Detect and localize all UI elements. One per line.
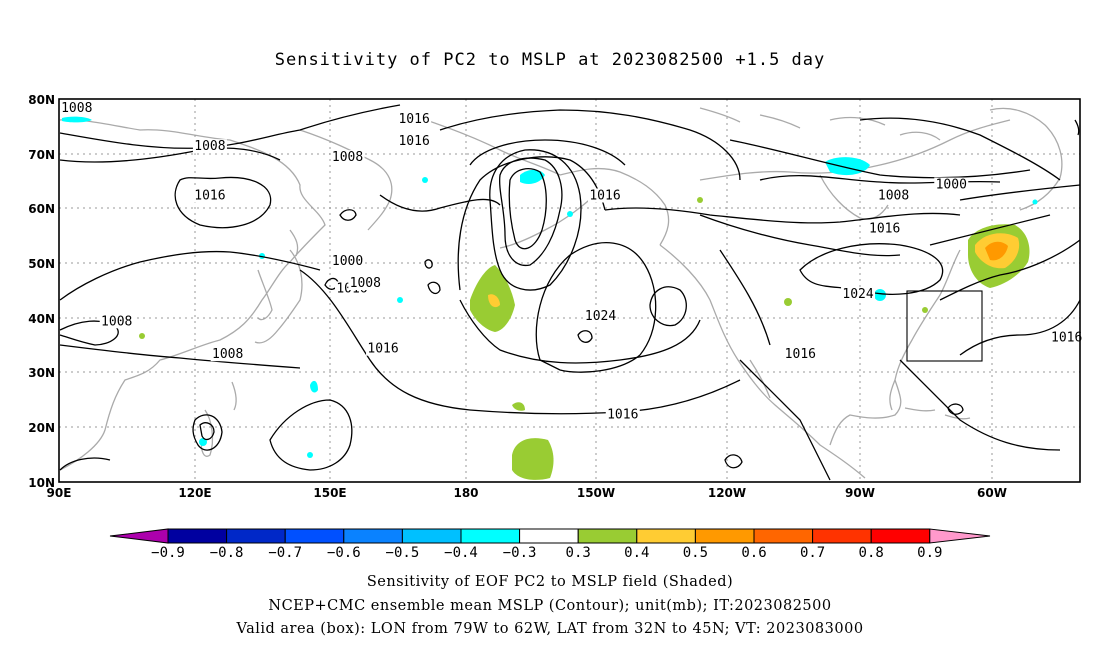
contour-label-bg [210, 347, 245, 362]
contour-label-bg [99, 314, 134, 329]
contour-label: 1008 [350, 276, 381, 291]
colorbar-swatch [636, 528, 696, 544]
lat-axis-labels: 80N 70N 60N 50N 40N 30N 20N 10N [28, 93, 55, 490]
colorbar-label: −0.3 [503, 545, 537, 561]
contour-label: 1000 [936, 178, 967, 193]
contour-label: 1016 [367, 342, 398, 357]
contour-label: 1008 [61, 101, 92, 116]
lon-label: 90W [845, 486, 875, 500]
contour-label-bg [192, 139, 227, 154]
lat-label: 60N [28, 202, 55, 216]
colorbar: −0.9 −0.8 −0.7 −0.6 −0.5 −0.4 −0.3 0.3 0.4 0.5 0.6… [109, 528, 991, 561]
contour-label: 1016 [869, 221, 900, 236]
contour-label-bg [397, 133, 432, 148]
colorbar-label: −0.5 [386, 545, 420, 561]
contour-label: 1016 [1051, 331, 1082, 346]
contour-label-bg [841, 286, 876, 301]
contour-label-bg [330, 254, 365, 269]
colorbar-label: 0.7 [800, 545, 825, 561]
colorbar-over-triangle [929, 528, 991, 544]
colorbar-swatch [812, 528, 872, 544]
colorbar-label: 0.3 [566, 545, 591, 561]
lat-label: 10N [28, 476, 55, 490]
lon-label: 120E [178, 486, 211, 500]
contour-label-bg [876, 188, 911, 203]
map-title: Sensitivity of PC2 to MSLP at 2023082500… [274, 50, 826, 70]
colorbar-swatch [167, 528, 228, 544]
colorbar-swatch [401, 528, 462, 544]
colorbar-swatch [694, 528, 755, 544]
contour-label-bg [867, 221, 902, 236]
lat-label: 20N [28, 421, 55, 435]
contour-label: 1008 [878, 188, 909, 203]
contour-label: 1016 [398, 112, 429, 127]
contour-label: 1008 [101, 314, 132, 329]
footer-line-2: NCEP+CMC ensemble mean MSLP (Contour); u… [268, 598, 832, 614]
colorbar-swatch [284, 528, 345, 544]
lat-label: 70N [28, 148, 55, 162]
lat-label: 30N [28, 366, 55, 380]
contour-label-bg [588, 188, 623, 203]
contour-label: 1016 [785, 347, 816, 362]
contour-label-bg [605, 407, 640, 422]
lon-axis-labels: 90E 120E 150E 180 150W 120W 90W 60W [47, 486, 1007, 500]
colorbar-label: 0.4 [624, 545, 649, 561]
contour-label: 1008 [332, 150, 363, 165]
colorbar-swatch [870, 528, 931, 544]
contour-label: 1008 [194, 139, 225, 154]
colorbar-under-triangle [109, 528, 169, 544]
contour-label-bg [934, 177, 969, 192]
colorbar-swatch [519, 528, 579, 544]
colorbar-label: −0.4 [444, 545, 478, 561]
lat-label: 40N [28, 312, 55, 326]
contour-label-bg [583, 308, 618, 323]
valid-area-box [906, 290, 983, 362]
lat-label: 50N [28, 257, 55, 271]
contour-label: 1008 [212, 347, 243, 362]
colorbar-label: −0.9 [151, 545, 185, 561]
contour-label: 1024 [842, 287, 873, 302]
colorbar-swatch [226, 528, 286, 544]
lon-label: 150W [577, 486, 615, 500]
contour-label: 1016 [607, 407, 638, 422]
contour-label-bg [348, 276, 383, 291]
map-area: 1008 1016 1008 1016 1008 1016 1016 1008 1000 1016… [58, 98, 1084, 483]
contour-label-bg [330, 150, 365, 165]
contour-labels: 1008 1016 1008 1016 1008 1016 1016 1008 1000 1016… [59, 100, 1084, 422]
colorbar-label: 0.9 [917, 545, 942, 561]
mslp-contours [59, 104, 1081, 481]
contour-label-bg [1049, 330, 1084, 345]
colorbar-label: 0.6 [741, 545, 766, 561]
contour-label: 1000 [332, 254, 363, 269]
colorbar-swatch [753, 528, 814, 544]
footer-line-3: Valid area (box): LON from 79W to 62W, L… [236, 621, 864, 637]
colorbar-label: −0.8 [210, 545, 244, 561]
coastlines [59, 107, 1063, 479]
colorbar-swatch [343, 528, 403, 544]
contour-label-bg [59, 100, 94, 115]
lon-label: 60W [977, 486, 1007, 500]
contour-label-bg [397, 111, 432, 126]
colorbar-label: 0.5 [683, 545, 708, 561]
contour-label-bg [192, 188, 227, 203]
colorbar-label: −0.6 [327, 545, 361, 561]
contour-label-bg [366, 341, 401, 356]
contour-label: 1016 [194, 188, 225, 203]
colorbar-swatch [577, 528, 638, 544]
contour-label: 1024 [585, 309, 616, 324]
footer-line-1: Sensitivity of EOF PC2 to MSLP field (Sh… [366, 574, 734, 590]
colorbar-swatch [460, 528, 521, 544]
lon-label: 180 [453, 486, 478, 500]
lon-label: 90E [47, 486, 72, 500]
contour-label: 1016 [589, 188, 620, 203]
lon-label: 150E [313, 486, 346, 500]
lon-label: 120W [708, 486, 746, 500]
colorbar-label: 0.8 [859, 545, 884, 561]
contour-label-bg [783, 347, 818, 362]
contour-label: 1016 [398, 134, 429, 149]
lat-label: 80N [28, 93, 55, 107]
colorbar-label: −0.7 [268, 545, 302, 561]
